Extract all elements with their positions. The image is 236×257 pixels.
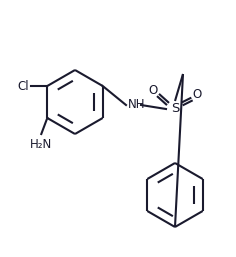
Text: H₂N: H₂N xyxy=(30,138,52,151)
Text: O: O xyxy=(192,88,202,102)
Text: O: O xyxy=(148,85,158,97)
Text: S: S xyxy=(171,103,179,115)
Text: Cl: Cl xyxy=(18,79,29,93)
Text: NH: NH xyxy=(128,98,146,112)
